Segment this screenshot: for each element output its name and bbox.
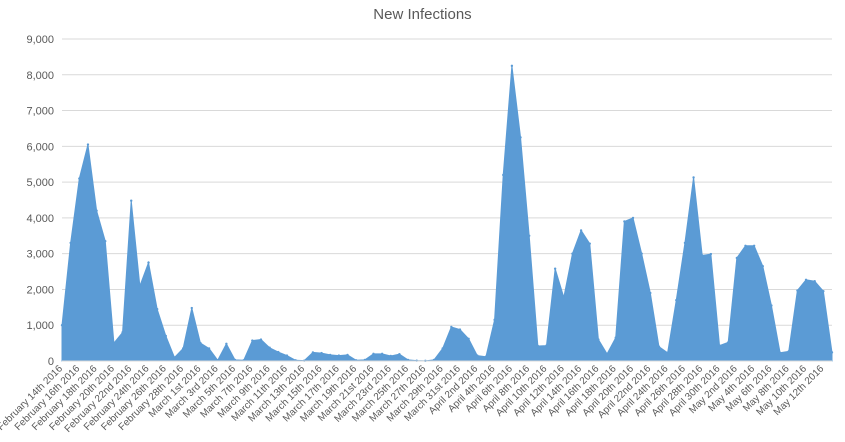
data-point <box>372 352 375 356</box>
data-point <box>78 177 81 180</box>
data-point <box>138 284 142 288</box>
data-point <box>830 351 834 354</box>
data-point <box>631 216 635 220</box>
data-point <box>752 244 756 247</box>
data-point <box>493 318 496 322</box>
data-point <box>450 325 453 329</box>
data-point <box>329 353 332 357</box>
data-point <box>770 304 773 307</box>
data-point <box>527 234 531 237</box>
data-point <box>718 344 721 347</box>
data-point <box>389 354 392 358</box>
y-tick-label: 9,000 <box>26 34 54 46</box>
data-point <box>813 280 816 283</box>
data-point <box>692 176 695 179</box>
data-point <box>571 252 574 255</box>
data-point <box>822 290 825 293</box>
data-point <box>640 252 643 255</box>
y-tick-label: 7,000 <box>26 106 54 118</box>
y-tick-label: 3,000 <box>26 249 54 261</box>
data-point <box>597 338 600 341</box>
data-point <box>796 289 799 292</box>
data-point <box>675 298 678 302</box>
chart-title: New Infections <box>373 6 472 23</box>
y-tick-label: 8,000 <box>26 70 54 82</box>
data-point <box>614 336 617 339</box>
data-point <box>441 347 444 350</box>
data-point <box>155 307 159 311</box>
data-point <box>519 136 522 139</box>
data-point <box>553 267 557 270</box>
data-point <box>666 351 669 354</box>
data-point <box>225 342 228 346</box>
data-point <box>164 334 168 338</box>
data-point <box>709 252 713 256</box>
data-point <box>207 347 211 350</box>
data-point <box>588 242 591 245</box>
data-point <box>320 351 323 355</box>
data-point <box>95 209 98 212</box>
data-point <box>69 241 72 245</box>
data-point <box>277 350 280 354</box>
data-point <box>121 331 124 334</box>
data-point <box>545 344 548 347</box>
data-point <box>536 344 540 348</box>
data-point <box>380 352 384 356</box>
data-point <box>60 324 64 327</box>
data-point <box>744 244 747 247</box>
data-point <box>579 229 583 232</box>
data-point <box>173 356 176 359</box>
data-point <box>804 278 808 281</box>
data-point <box>484 355 488 358</box>
data-point <box>476 354 479 357</box>
data-point <box>605 352 609 356</box>
data-point <box>311 351 315 354</box>
data-point <box>199 341 202 345</box>
data-point <box>190 306 193 310</box>
data-point <box>778 351 782 354</box>
data-point <box>467 337 470 341</box>
y-tick-label: 2,000 <box>26 284 54 296</box>
data-point <box>562 296 565 299</box>
data-point <box>726 341 730 344</box>
data-point <box>502 173 505 177</box>
data-point <box>147 261 150 264</box>
data-point <box>649 291 652 295</box>
data-point <box>181 347 185 350</box>
y-tick-label: 5,000 <box>26 177 54 189</box>
data-point <box>346 353 349 357</box>
data-point <box>86 143 90 146</box>
y-tick-label: 0 <box>48 356 54 368</box>
y-tick-label: 1,000 <box>26 320 54 332</box>
data-point <box>735 256 739 260</box>
data-point <box>701 254 704 257</box>
data-point <box>787 350 790 353</box>
data-point <box>251 339 254 342</box>
data-point <box>398 353 401 356</box>
data-point <box>337 354 341 357</box>
data-point <box>112 341 116 345</box>
data-point <box>510 64 514 68</box>
data-point <box>130 199 133 202</box>
data-point <box>458 328 462 331</box>
data-point <box>285 354 289 357</box>
data-point <box>259 338 263 341</box>
y-tick-label: 4,000 <box>26 213 54 225</box>
data-point <box>657 345 661 348</box>
data-point <box>683 241 687 245</box>
data-point <box>623 220 626 223</box>
data-point <box>268 346 271 349</box>
data-point <box>761 264 764 268</box>
data-point <box>104 239 107 243</box>
y-tick-label: 6,000 <box>26 141 54 153</box>
